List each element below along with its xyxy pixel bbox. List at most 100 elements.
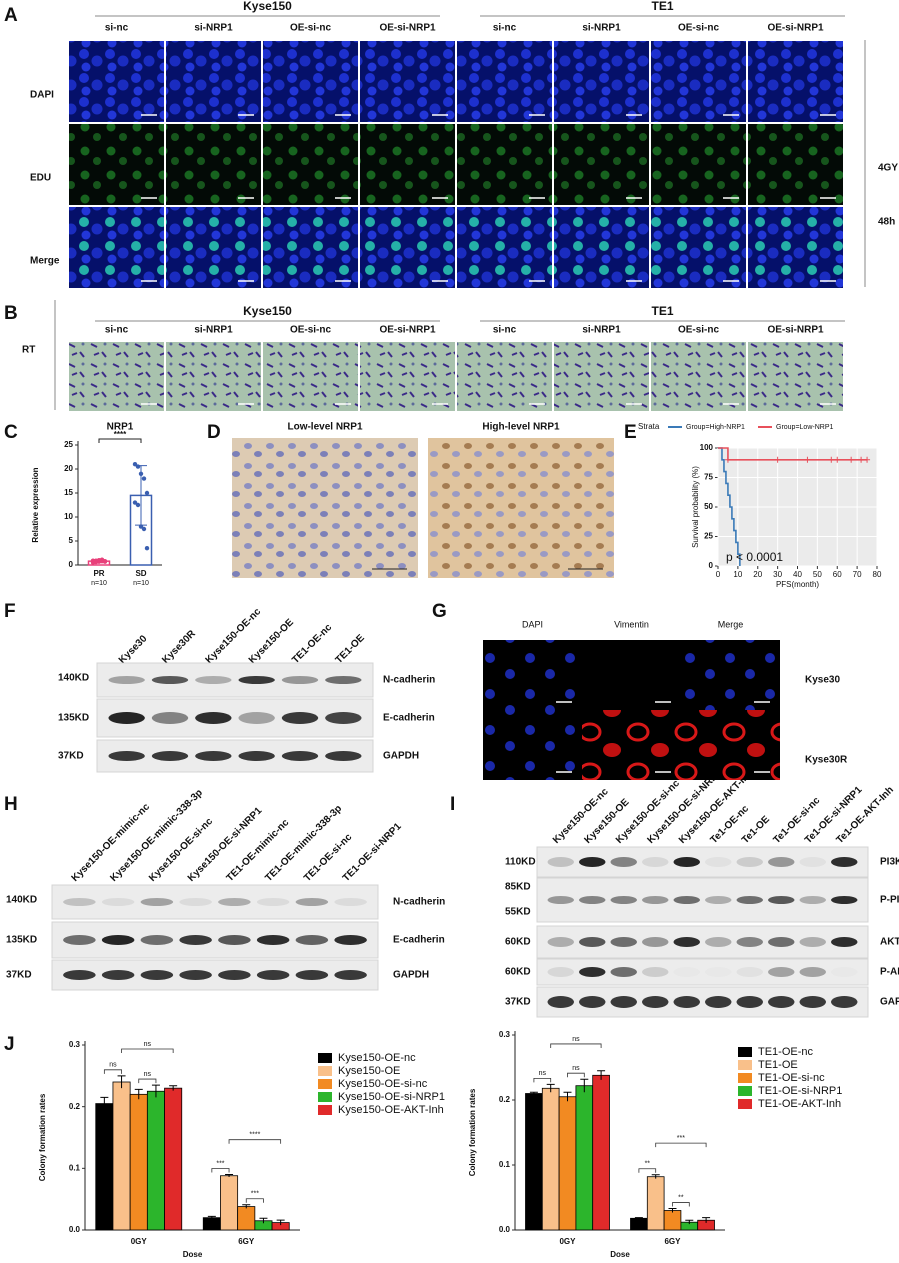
error-bar <box>546 1083 555 1093</box>
legend-label: TE1-OE-si-nc <box>758 1072 825 1084</box>
significance-bracket <box>550 1043 602 1048</box>
micrograph <box>263 207 358 288</box>
column-label: Vimentin <box>614 619 649 629</box>
y-tick-label: 10 <box>64 512 73 521</box>
data-point <box>144 546 150 551</box>
size-label: 110KD <box>505 857 536 868</box>
fluorescence-image <box>681 640 780 710</box>
ihc-image <box>232 438 418 578</box>
row-label: Kyse30 <box>805 675 840 686</box>
blot-band <box>831 857 858 867</box>
blot-band <box>547 857 574 867</box>
blot-band <box>256 970 290 980</box>
y-tick-label: 25 <box>704 532 713 541</box>
protein-label: N-cadherin <box>393 897 445 908</box>
micrograph <box>263 124 358 205</box>
error-bar <box>580 1078 589 1093</box>
error-bar <box>276 1219 285 1226</box>
significance-bracket <box>138 1078 157 1084</box>
blot-band <box>705 857 732 867</box>
y-tick-label: 100 <box>700 443 714 452</box>
transwell-image <box>263 342 358 411</box>
blot-band <box>736 857 763 867</box>
y-tick-label: 0.2 <box>69 1102 81 1111</box>
column-label: si-NRP1 <box>582 23 621 34</box>
blot-band <box>325 712 362 724</box>
panel-label: G <box>432 601 447 622</box>
censor-mark <box>828 456 835 463</box>
error-bar <box>117 1075 126 1089</box>
micrograph <box>651 207 746 288</box>
column-label: si-nc <box>493 325 517 336</box>
error-bar <box>225 1174 234 1177</box>
blot-band <box>547 996 574 1008</box>
blot-band <box>325 751 362 761</box>
bar <box>95 1103 114 1231</box>
micrograph <box>457 41 552 122</box>
panel-label: B <box>4 303 18 324</box>
lane-label: Kyse150-OE-mimic-nc <box>70 801 153 884</box>
panel-label: E <box>624 422 637 443</box>
lane-label: Kyse30R <box>160 628 198 666</box>
legend-label: TE1-OE-AKT-Inh <box>758 1098 841 1110</box>
blot-band <box>325 676 362 684</box>
blot-band <box>547 937 574 947</box>
error-bar <box>563 1091 572 1102</box>
y-tick-label: 0.0 <box>69 1225 81 1234</box>
row-label: Merge <box>30 256 60 267</box>
blot-band <box>281 751 319 761</box>
x-tick-label: PR <box>93 569 104 578</box>
significance-bracket <box>245 1198 264 1203</box>
error-bar <box>100 1096 109 1110</box>
transwell-image <box>651 342 746 411</box>
blot-band <box>108 676 145 684</box>
significance-bracket <box>211 1168 230 1173</box>
group-header: Kyse150 <box>243 304 292 318</box>
y-tick-label: 0.1 <box>499 1160 511 1169</box>
x-tick-label: 40 <box>793 570 802 579</box>
legend-swatch <box>318 1092 332 1102</box>
transwell-image <box>360 342 455 411</box>
blot-band <box>579 937 606 947</box>
protein-label: GAPDH <box>880 997 899 1008</box>
error-bar <box>169 1085 178 1091</box>
censor-mark <box>848 456 855 463</box>
blot-band <box>768 857 795 867</box>
size-label: 37KD <box>58 751 84 762</box>
blot-band <box>179 970 212 980</box>
significance-label: ns <box>109 1062 117 1069</box>
legend-label: TE1-OE-si-NRP1 <box>758 1085 842 1097</box>
protein-label: GAPDH <box>393 970 429 981</box>
row-label: DAPI <box>30 90 54 101</box>
column-label: OE-si-nc <box>678 23 720 34</box>
row-label: RT <box>22 345 35 356</box>
blot-band <box>673 857 700 867</box>
blot-band <box>673 937 700 947</box>
bar <box>129 1093 148 1231</box>
blot-band <box>195 751 232 761</box>
blot-band <box>195 676 232 684</box>
legend-label: TE1-OE-nc <box>758 1046 814 1058</box>
size-label: 55KD <box>505 907 531 918</box>
significance-label: ns <box>144 1041 152 1048</box>
micrograph <box>554 124 649 205</box>
blot-band <box>140 935 174 945</box>
survival-curve <box>718 447 868 461</box>
x-tick-label: 0GY <box>559 1237 576 1246</box>
blot-band <box>799 896 826 904</box>
y-axis-label: Relative expression <box>31 467 40 542</box>
blot-band <box>295 898 329 906</box>
data-point <box>138 524 144 529</box>
transwell-image <box>69 342 164 411</box>
x-tick-label: 0 <box>716 570 721 579</box>
panel-label: J <box>4 1034 15 1055</box>
y-tick-label: 0 <box>69 560 74 569</box>
bar <box>202 1217 221 1231</box>
blot-band <box>151 712 189 724</box>
micrograph <box>360 41 455 122</box>
significance-bracket <box>533 1078 552 1083</box>
fluorescence-image <box>582 710 681 780</box>
x-tick-label: 30 <box>773 570 782 579</box>
panel-label: D <box>207 422 221 443</box>
significance-label: ns <box>539 1070 547 1077</box>
